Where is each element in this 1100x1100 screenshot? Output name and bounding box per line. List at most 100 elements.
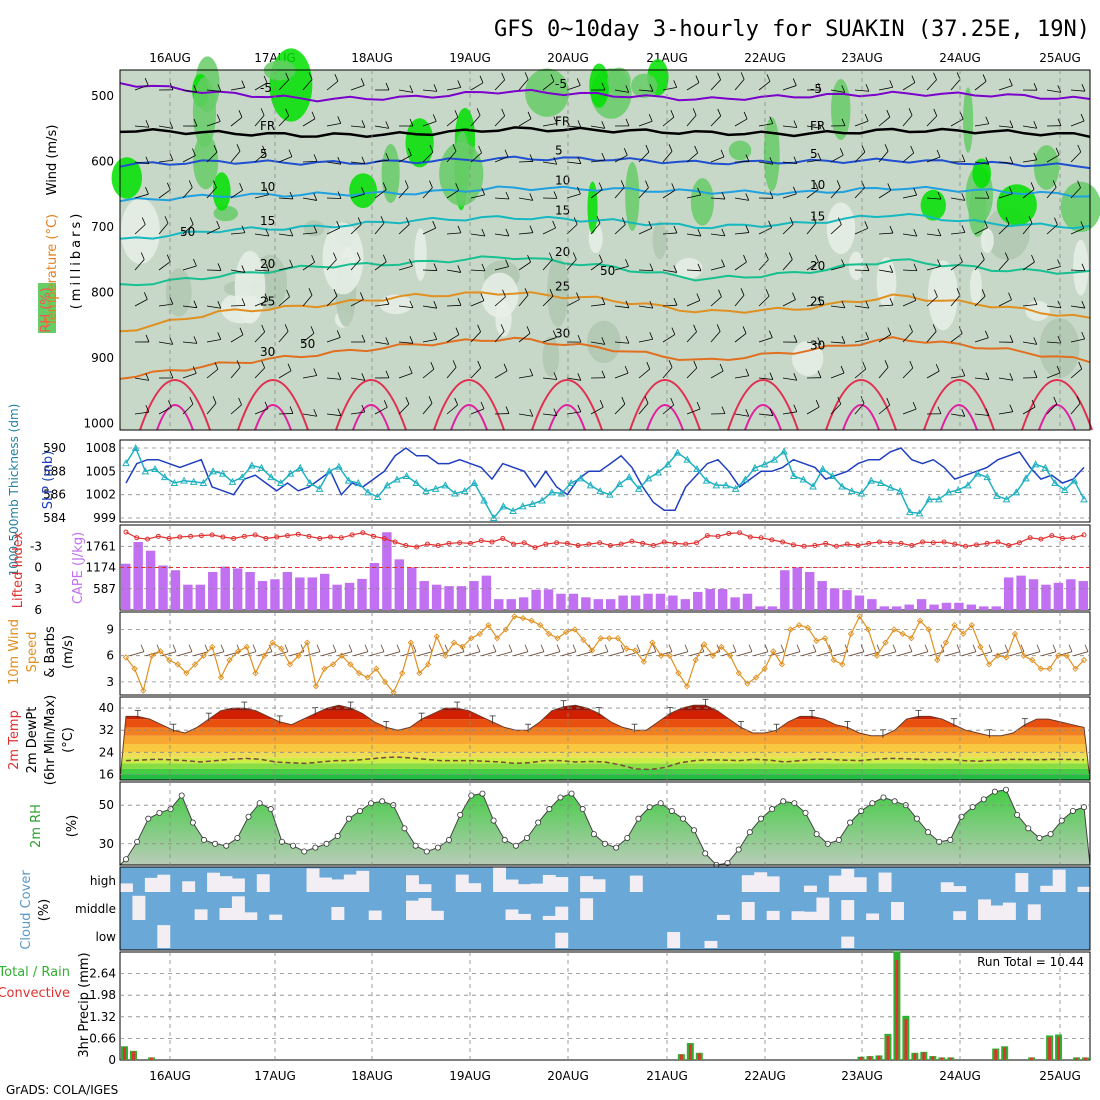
wind-barb-flag: [577, 404, 582, 413]
lifted-index-marker: [618, 541, 624, 547]
wind10m-label-3: & Barbs: [43, 626, 58, 678]
cloud-clear-block: [803, 885, 817, 892]
wind-barb: [494, 296, 506, 307]
cape-bar: [767, 606, 778, 610]
wind10m-marker: [865, 626, 872, 633]
wind10m-marker: [813, 637, 820, 644]
wind10m-marker: [174, 661, 181, 668]
wind-barb-flag: [889, 80, 894, 88]
rh2m-marker: [925, 829, 932, 836]
cape-bar: [730, 597, 740, 610]
wind-barb: [1046, 372, 1061, 379]
wind-barb: [1070, 305, 1085, 309]
wind-barb: [734, 79, 745, 91]
wind-barb: [974, 413, 989, 416]
wind10m-marker: [476, 630, 483, 637]
wind-barb-flag: [719, 363, 724, 372]
wind-barb-flag: [285, 72, 290, 81]
isotherm-label: 25: [555, 280, 570, 294]
wind-barb-flag: [455, 327, 460, 335]
cloud-clear-block: [853, 877, 867, 892]
thickness-marker: [141, 467, 150, 475]
wind-barb-flag: [289, 406, 294, 414]
rh2m-marker: [802, 809, 809, 816]
wind-barb-flag: [740, 288, 745, 296]
wind-barb-flag: [549, 252, 553, 260]
lifted-index-marker: [769, 537, 775, 543]
cloud-clear-block: [455, 874, 469, 892]
wind-barb-flag: [361, 373, 366, 381]
wind-barb: [878, 116, 891, 127]
lifted-index-marker: [952, 541, 958, 547]
wind-barb: [1022, 304, 1037, 307]
wind-barb-flag: [529, 225, 534, 233]
wind-barb-flag: [193, 258, 197, 267]
rh-contour-blob: [405, 118, 434, 168]
wind-barb: [302, 413, 317, 417]
cape-bar: [394, 559, 405, 610]
cloud-clear-block: [1077, 886, 1091, 892]
cloud-clear-block: [841, 900, 855, 920]
wind-barb: [830, 224, 842, 235]
rh2m-marker: [1058, 817, 1065, 824]
wind-barb-flag: [984, 330, 989, 338]
wind-barb-flag: [382, 182, 387, 190]
thickness-marker: [470, 478, 479, 486]
wind10m-marker: [260, 652, 268, 659]
rh2m-marker: [568, 790, 575, 797]
wind-barb: [470, 194, 485, 199]
wind-barb-flag: [887, 183, 892, 191]
wind-barb-flag: [913, 187, 918, 196]
cape-label: CAPE (J/kg): [71, 532, 86, 604]
rh2m-marker: [278, 838, 285, 845]
wind-barb-flag: [696, 401, 701, 410]
wind-barb-flag: [836, 180, 841, 188]
cloud-clear-block: [219, 876, 233, 892]
left-labels: Wind (m/s) Temperature (°C) RH (%) (mill…: [0, 125, 92, 1058]
rh-contour-blob: [963, 87, 974, 153]
wind-barb: [422, 338, 437, 343]
rh2m-marker: [947, 836, 954, 843]
precip-convective-bar: [132, 1051, 135, 1060]
wind-barb: [326, 259, 337, 271]
lifted-index-marker: [349, 532, 355, 538]
wind-barb: [230, 116, 243, 127]
wind-barb-flag: [961, 154, 966, 162]
rh2m-marker: [178, 792, 185, 799]
lifted-index-marker: [155, 533, 161, 539]
wind-barb: [182, 187, 193, 199]
cape-bar: [979, 606, 989, 610]
wind-barb-flag: [1081, 263, 1086, 271]
wind-barb-flag: [361, 186, 365, 195]
temp-label-4: (°C): [61, 727, 76, 753]
cape-bar: [469, 581, 479, 610]
wind-barb: [518, 261, 531, 271]
wind-barb-flag: [241, 80, 246, 88]
cape-bar: [1041, 584, 1051, 610]
rh-contour-blob: [193, 133, 219, 190]
wind-barb: [974, 81, 987, 91]
wind10m-barb: [785, 651, 801, 657]
wind-barb-flag: [480, 401, 485, 410]
pressure-tick-label: 800: [91, 286, 114, 300]
wind-barb: [782, 224, 794, 235]
wind10m-barb-flag: [764, 644, 769, 652]
wind-barb-flag: [601, 82, 606, 91]
wind-barb-flag: [169, 153, 174, 161]
lifted-index-marker: [435, 543, 441, 549]
wind-barb-flag: [1055, 147, 1060, 156]
rh-contour-blob: [1033, 145, 1060, 190]
wind-barb: [590, 303, 605, 307]
wind10m-barb: [177, 651, 193, 657]
cape-bar: [344, 582, 355, 610]
wind-barb-flag: [745, 409, 750, 417]
wind-barb: [902, 152, 914, 163]
wind-barb-flag: [1033, 370, 1038, 378]
rh2m-marker: [769, 806, 776, 813]
wind-barb-flag: [241, 265, 246, 273]
wind10m-barb-flag: [732, 644, 737, 652]
wind-barb-flag: [145, 187, 149, 195]
wind-barb: [446, 116, 459, 127]
